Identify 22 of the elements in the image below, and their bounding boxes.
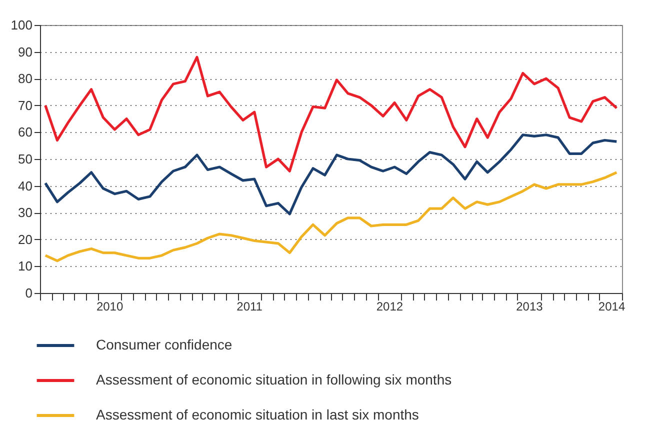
x-tick-label: 2010	[96, 300, 124, 314]
y-tick-label: 10	[18, 258, 32, 274]
legend-label: Assessment of economic situation in following six months	[96, 372, 452, 388]
legend-label: Consumer confidence	[96, 336, 232, 352]
y-tick-label: 80	[18, 71, 32, 86]
legend-label: Assessment of economic situation in last six months	[96, 406, 419, 422]
x-tick-label: 2014	[598, 300, 626, 314]
x-tick-label: 2012	[376, 300, 404, 314]
y-tick-label: 30	[18, 205, 32, 220]
y-tick-label: 70	[18, 98, 32, 113]
x-tick-label: 2013	[516, 300, 544, 314]
x-tick-label: 2011	[236, 300, 263, 314]
y-tick-label: 40	[18, 178, 32, 194]
line-series	[44, 171, 618, 262]
y-tick-label: 90	[18, 44, 32, 60]
y-tick-label: 20	[18, 232, 32, 247]
y-tick-label: 100	[10, 18, 32, 32]
y-tick-label: 60	[18, 124, 32, 140]
line-series	[44, 134, 618, 216]
y-tick-label: 0	[25, 286, 32, 300]
y-tick-label: 50	[18, 152, 32, 166]
line-series	[44, 56, 618, 172]
